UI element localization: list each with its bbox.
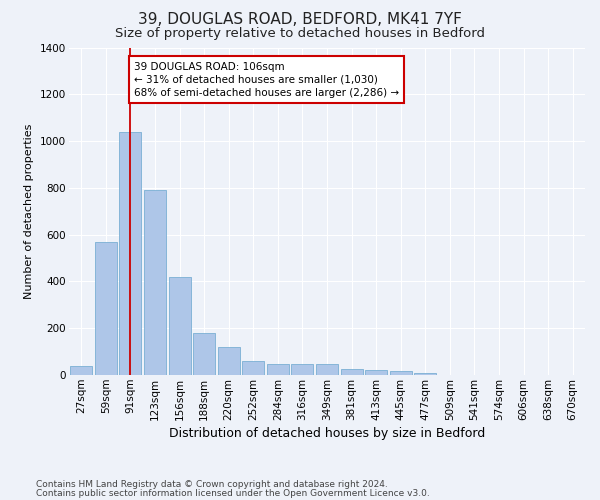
Text: Contains public sector information licensed under the Open Government Licence v3: Contains public sector information licen…: [36, 488, 430, 498]
Text: 39, DOUGLAS ROAD, BEDFORD, MK41 7YF: 39, DOUGLAS ROAD, BEDFORD, MK41 7YF: [138, 12, 462, 28]
Bar: [144, 190, 166, 375]
Bar: [169, 277, 191, 375]
Bar: [70, 366, 92, 375]
Bar: [267, 364, 289, 375]
Bar: [218, 347, 240, 375]
Bar: [292, 364, 313, 375]
Bar: [389, 372, 412, 375]
Bar: [119, 132, 142, 375]
Text: Contains HM Land Registry data © Crown copyright and database right 2024.: Contains HM Land Registry data © Crown c…: [36, 480, 388, 489]
Text: 39 DOUGLAS ROAD: 106sqm
← 31% of detached houses are smaller (1,030)
68% of semi: 39 DOUGLAS ROAD: 106sqm ← 31% of detache…: [134, 62, 399, 98]
Bar: [365, 370, 387, 375]
Bar: [95, 242, 117, 375]
Bar: [242, 361, 265, 375]
Y-axis label: Number of detached properties: Number of detached properties: [25, 124, 34, 299]
Bar: [341, 369, 362, 375]
X-axis label: Distribution of detached houses by size in Bedford: Distribution of detached houses by size …: [169, 427, 485, 440]
Bar: [193, 333, 215, 375]
Bar: [414, 372, 436, 375]
Text: Size of property relative to detached houses in Bedford: Size of property relative to detached ho…: [115, 28, 485, 40]
Bar: [316, 364, 338, 375]
